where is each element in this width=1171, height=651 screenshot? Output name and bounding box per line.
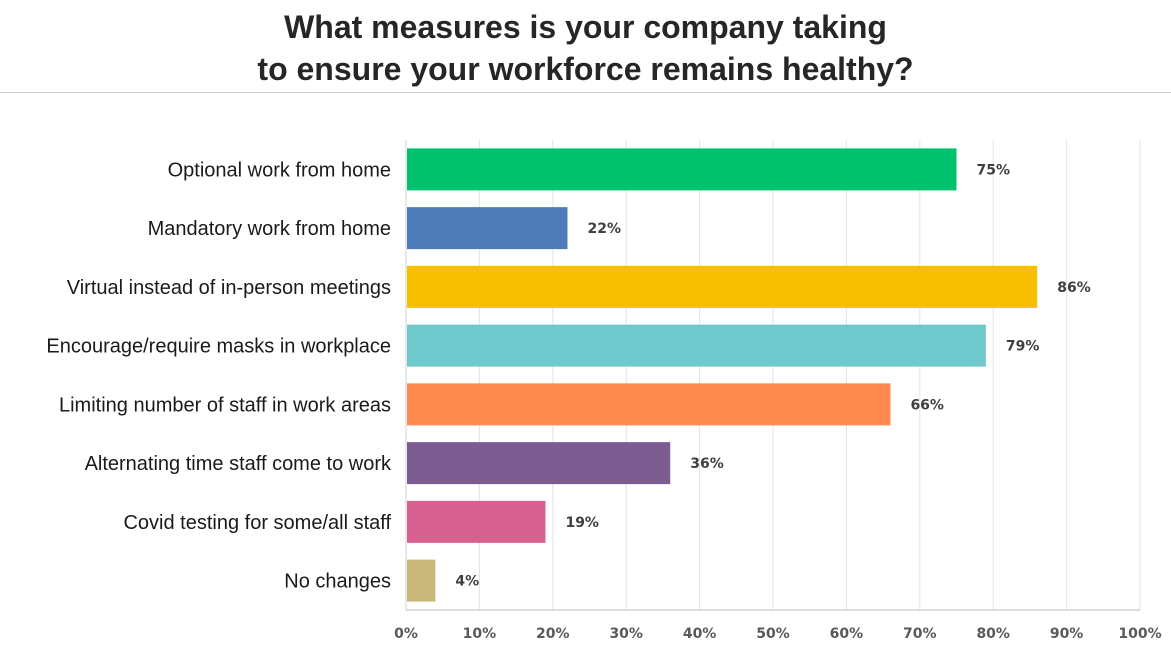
chart-title-line-1: What measures is your company taking bbox=[284, 9, 887, 45]
value-label: 19% bbox=[565, 515, 599, 531]
bar bbox=[407, 442, 671, 485]
value-label: 86% bbox=[1057, 280, 1091, 296]
bar bbox=[407, 207, 568, 250]
axes bbox=[405, 140, 1140, 611]
x-tick-label: 90% bbox=[1050, 626, 1084, 642]
bar bbox=[407, 559, 436, 602]
x-tick-label: 40% bbox=[683, 626, 717, 642]
bar bbox=[407, 383, 891, 426]
x-tick-label: 60% bbox=[830, 626, 864, 642]
bar bbox=[407, 148, 957, 191]
x-tick-label: 0% bbox=[394, 626, 418, 642]
chart-title-line-2: to ensure your workforce remains healthy… bbox=[257, 51, 914, 87]
category-label: Covid testing for some/all staff bbox=[123, 512, 391, 534]
bar bbox=[407, 500, 546, 543]
category-label: Virtual instead of in-person meetings bbox=[67, 277, 391, 299]
x-tick-label: 100% bbox=[1118, 626, 1161, 642]
category-label: Alternating time staff come to work bbox=[85, 453, 392, 475]
chart-title: What measures is your company taking to … bbox=[0, 6, 1171, 90]
value-label: 4% bbox=[455, 574, 479, 590]
value-label: 79% bbox=[1006, 339, 1040, 355]
bar bbox=[407, 324, 986, 367]
x-tick-label: 50% bbox=[756, 626, 790, 642]
gridlines bbox=[478, 140, 1141, 610]
title-divider bbox=[0, 92, 1171, 93]
category-label: No changes bbox=[284, 571, 391, 593]
value-label: 22% bbox=[587, 221, 621, 237]
x-tick-label: 80% bbox=[976, 626, 1010, 642]
x-tick-label: 30% bbox=[609, 626, 643, 642]
category-label: Mandatory work from home bbox=[148, 218, 391, 240]
value-label: 75% bbox=[977, 162, 1011, 178]
x-tick-label: 70% bbox=[903, 626, 937, 642]
x-tick-label: 10% bbox=[463, 626, 497, 642]
value-label: 36% bbox=[690, 456, 724, 472]
x-tick-label: 20% bbox=[536, 626, 570, 642]
category-label: Encourage/require masks in workplace bbox=[46, 336, 391, 358]
category-label: Limiting number of staff in work areas bbox=[59, 394, 391, 416]
value-label: 66% bbox=[910, 397, 944, 413]
category-label: Optional work from home bbox=[168, 159, 391, 181]
labels: 0% 10% 20% 30% 40% 50% 60% 70% 80% 90% 100% Optiona… bbox=[46, 159, 1161, 642]
bars bbox=[407, 148, 1038, 602]
bar bbox=[407, 265, 1038, 308]
